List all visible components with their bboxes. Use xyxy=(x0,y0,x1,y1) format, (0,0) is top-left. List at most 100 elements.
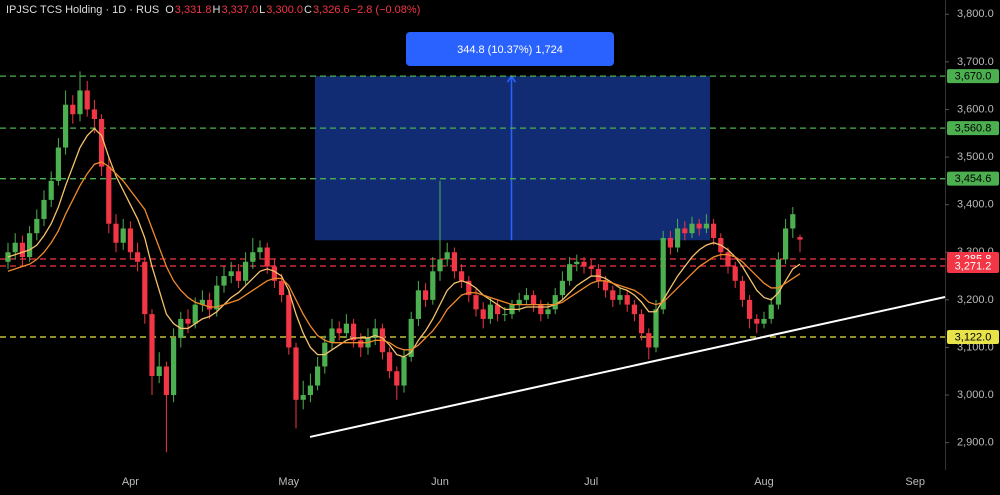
level-label-box xyxy=(947,329,999,344)
candle-body xyxy=(516,299,522,305)
level-label-box xyxy=(947,121,999,136)
candle-body xyxy=(113,223,119,243)
candle-body xyxy=(70,104,76,115)
y-tick-label: 2,900.0 xyxy=(957,437,994,449)
candle-body xyxy=(387,352,393,372)
candle-body xyxy=(437,259,443,272)
ohlc-key: O xyxy=(165,4,174,16)
ohlc-key: H xyxy=(212,4,221,16)
y-tick-label: 3,700.0 xyxy=(957,56,994,68)
candle-body xyxy=(55,147,61,181)
x-tick-label: Aug xyxy=(754,476,774,488)
candle-body xyxy=(466,280,472,296)
candle-body xyxy=(660,237,666,310)
candle-body xyxy=(653,309,659,348)
y-tick-label: 3,200.0 xyxy=(957,294,994,306)
candle-body xyxy=(761,318,767,324)
candle-body xyxy=(495,304,501,315)
candle-body xyxy=(12,242,18,253)
candle-body xyxy=(343,323,349,334)
candle-body xyxy=(747,299,753,319)
candle-body xyxy=(149,314,155,377)
ma-line xyxy=(7,161,801,351)
level-label: 3,560.8 xyxy=(955,123,992,135)
level-label: 3,454.6 xyxy=(955,173,992,185)
candle-body xyxy=(5,252,11,262)
candle-body xyxy=(617,295,623,300)
candle-body xyxy=(48,180,54,200)
legend-header: IPJSC TCS Holding · 1D · RUS O3,331.8H 3,3… xyxy=(6,4,421,16)
ohlc-value: 3,326.6 xyxy=(312,4,350,16)
candle-body xyxy=(682,228,688,234)
candle-body xyxy=(77,90,83,115)
candle-body xyxy=(106,166,112,224)
candle-body xyxy=(41,199,47,219)
candle-body xyxy=(286,295,292,348)
candle-body xyxy=(293,347,299,400)
candle-body xyxy=(545,309,551,315)
candle-body xyxy=(487,304,493,319)
candle-body xyxy=(768,304,774,319)
candle-body xyxy=(171,337,177,396)
candle-body xyxy=(531,295,537,305)
level-label: 3,670.0 xyxy=(955,71,992,83)
candle-body xyxy=(163,366,169,396)
y-tick-label: 3,000.0 xyxy=(957,389,994,401)
candle-body xyxy=(257,247,263,253)
symbol: IPJSC TCS Holding · 1D · RUS xyxy=(6,4,160,16)
level-label-box xyxy=(947,171,999,186)
candle-body xyxy=(394,371,400,386)
candle-body xyxy=(192,304,198,324)
candle-body xyxy=(19,242,25,258)
candle-body xyxy=(142,261,148,315)
ohlc-value: 3,331.8 xyxy=(174,4,212,16)
candle-body xyxy=(567,264,573,281)
candle-body xyxy=(667,237,673,248)
level-label-box xyxy=(947,258,999,273)
candle-body xyxy=(610,290,616,300)
candle-body xyxy=(631,304,637,315)
candle-body xyxy=(91,109,97,119)
candle-body xyxy=(214,285,220,310)
candle-body xyxy=(783,228,789,260)
candle-body xyxy=(351,323,357,341)
candle-body xyxy=(243,261,249,281)
level-label: 3,122.0 xyxy=(955,331,992,343)
candle-body xyxy=(581,261,587,267)
measure-label: 344.8 (10.37%) 1,724 xyxy=(457,44,563,56)
candle-body xyxy=(430,271,436,300)
measure-label-box xyxy=(406,32,614,66)
y-tick-label: 3,400.0 xyxy=(957,199,994,211)
candle-body xyxy=(595,268,601,281)
x-tick-label: Sep xyxy=(905,476,925,488)
candle-body xyxy=(603,280,609,291)
y-tick-label: 3,500.0 xyxy=(957,151,994,163)
candle-body xyxy=(588,266,594,269)
candle-body xyxy=(502,314,508,316)
candle-body xyxy=(473,295,479,310)
y-tick-label: 3,600.0 xyxy=(957,103,994,115)
trendline xyxy=(309,296,946,438)
candle-body xyxy=(725,252,731,267)
candle-body xyxy=(358,340,364,348)
candle-body xyxy=(797,237,803,240)
candle-body xyxy=(689,223,695,234)
candle-body xyxy=(271,266,277,281)
y-tick-label: 3,800.0 xyxy=(957,8,994,20)
candle-body xyxy=(538,304,544,315)
candle-body xyxy=(84,90,90,110)
candle-body xyxy=(444,252,450,260)
candle-body xyxy=(127,228,133,253)
ma-line xyxy=(7,127,801,358)
candle-body xyxy=(574,261,580,265)
x-tick-label: May xyxy=(278,476,299,488)
candle-body xyxy=(250,252,256,262)
candle-body xyxy=(228,271,234,277)
candle-body xyxy=(696,223,702,229)
candle-body xyxy=(300,395,306,400)
candle-body xyxy=(675,228,681,248)
ohlc-key: L xyxy=(259,4,266,16)
candle-body xyxy=(624,295,630,305)
